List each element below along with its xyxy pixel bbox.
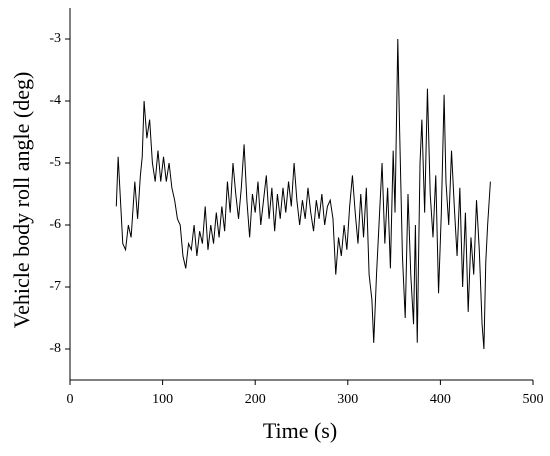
x-tick-label: 500 [523,392,544,407]
y-tick-label: -4 [49,93,61,108]
x-tick-label: 400 [430,392,451,407]
x-tick-label: 100 [152,392,173,407]
y-tick-label: -8 [49,341,61,356]
y-tick-label: -7 [49,279,61,294]
x-axis-label: Time (s) [263,418,337,443]
x-tick-label: 0 [67,392,74,407]
y-tick-label: -5 [49,155,61,170]
x-tick-label: 200 [245,392,266,407]
data-line [115,38,491,350]
y-tick-label: -3 [49,31,61,46]
y-tick-label: -6 [49,217,61,232]
y-axis-label: Vehicle body roll angle (deg) [9,72,34,329]
x-tick-label: 300 [337,392,358,407]
